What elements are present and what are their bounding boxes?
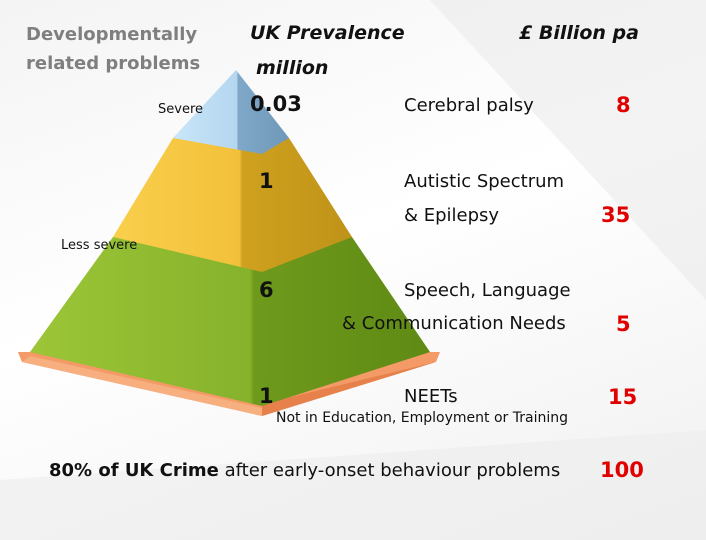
prevalence-unit: million: [256, 57, 329, 79]
tier4-sublabel: Not in Education, Employment or Training: [276, 410, 568, 426]
tier1-prevalence: 0.03: [250, 92, 302, 116]
tier3-label-line2: & Communication Needs: [342, 313, 566, 334]
tier2-label-line2: & Epilepsy: [404, 205, 500, 226]
tier3-cost: 5: [616, 312, 631, 336]
tier4-prevalence: 1: [259, 384, 274, 408]
pyramid-blue-tier: [173, 70, 289, 154]
problems-header: Developmentally related problems: [26, 20, 200, 78]
tier2-cost: 35: [601, 203, 631, 227]
tier2-prevalence: 1: [259, 169, 274, 193]
tier4-cost: 15: [608, 385, 638, 409]
tier1-cost: 8: [616, 93, 631, 117]
cost-header: £ Billion pa: [519, 22, 639, 44]
prevalence-header: UK Prevalence: [250, 22, 405, 44]
crime-statement-rest: after early-onset behaviour problems: [218, 460, 561, 481]
problems-header-line2: related problems: [26, 53, 201, 74]
tier3-label-line1: Speech, Language: [404, 280, 571, 301]
pyramid-yellow-tier: [113, 138, 352, 272]
crime-cost: 100: [600, 458, 644, 482]
crime-statement-bold: 80% of UK Crime: [49, 460, 219, 481]
tier3-prevalence: 6: [259, 278, 274, 302]
less-severe-label: Less severe: [61, 238, 138, 253]
crime-statement: 80% of UK Crime after early-onset behavi…: [49, 460, 560, 481]
tier4-label: NEETs: [404, 386, 458, 407]
pyramid-green-tier: [30, 237, 430, 406]
tier2-label-line1: Autistic Spectrum: [404, 171, 565, 192]
severe-label: Severe: [158, 102, 203, 117]
tier1-label: Cerebral palsy: [404, 95, 534, 116]
problems-header-line1: Developmentally: [26, 24, 198, 45]
